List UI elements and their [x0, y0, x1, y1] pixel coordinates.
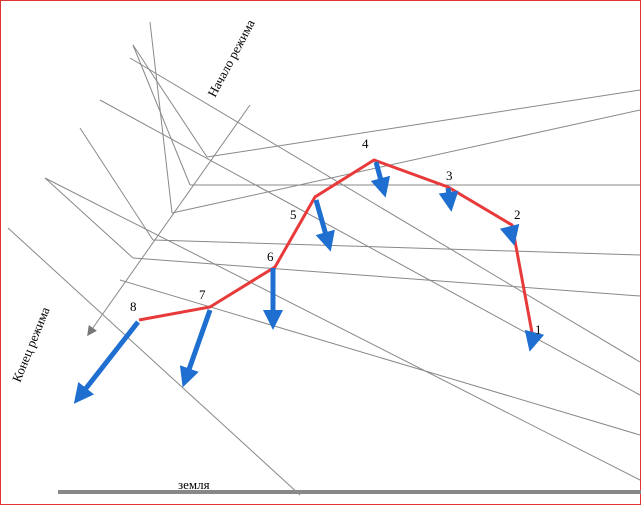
- point-label: 1: [535, 322, 542, 337]
- force-arrows: [73, 161, 545, 404]
- trajectory: [138, 158, 535, 339]
- end-label: Конец режима: [9, 305, 53, 385]
- point-label: 7: [199, 287, 206, 302]
- point-label: 8: [130, 299, 137, 314]
- start-label: Начало режима: [204, 17, 257, 100]
- point-label: 4: [362, 136, 369, 151]
- construction-lines: [7, 21, 641, 496]
- point-label: 6: [267, 249, 274, 264]
- point-label: 2: [514, 207, 521, 222]
- ground-label: земля: [178, 477, 210, 492]
- point-label: 5: [290, 207, 297, 222]
- point-label: 3: [446, 168, 453, 183]
